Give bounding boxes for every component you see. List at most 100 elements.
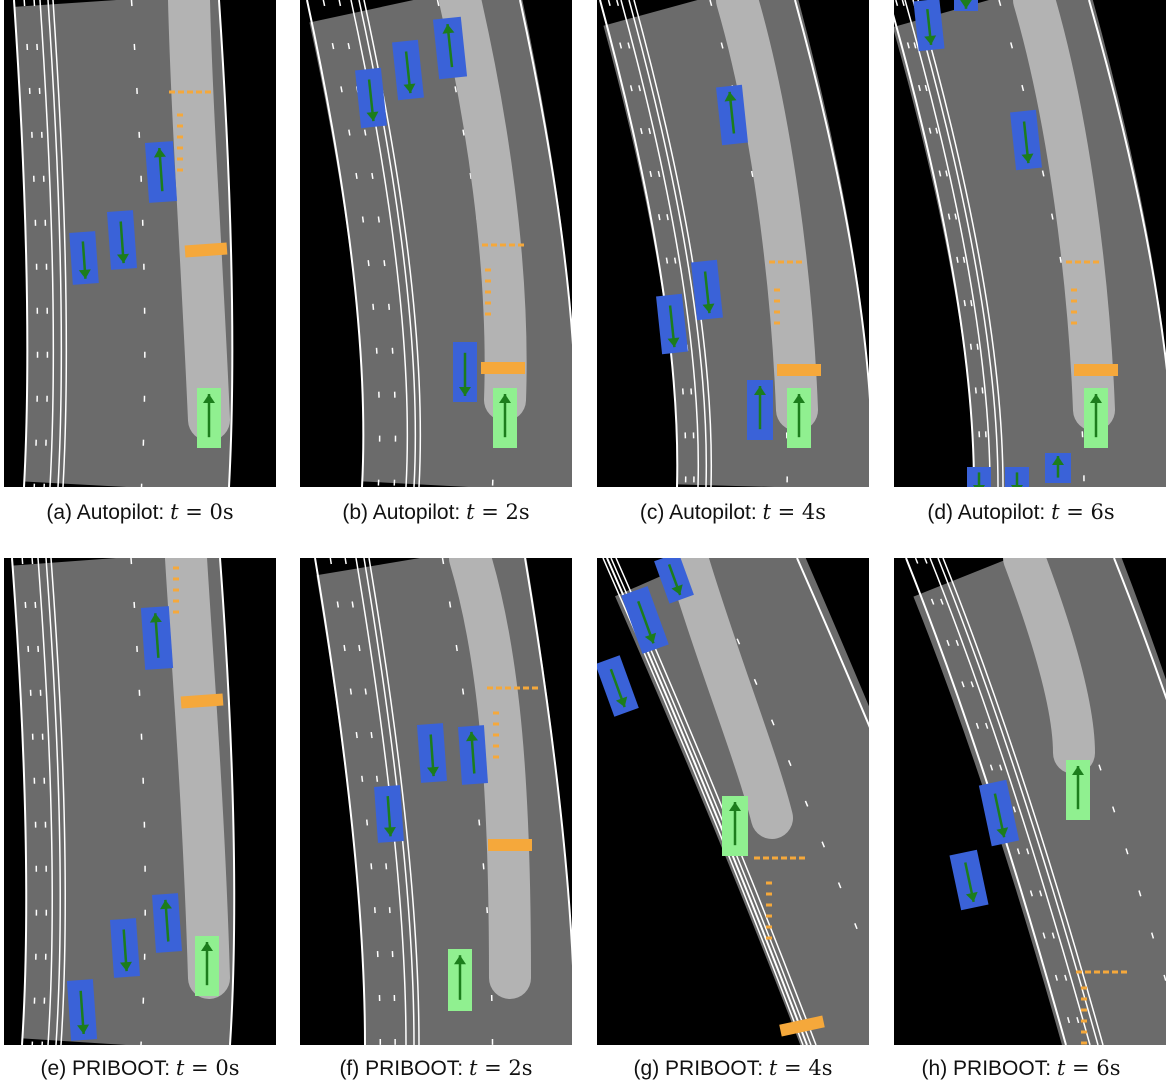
heading-arrow-head [466, 731, 478, 742]
time-symbol: t [175, 1056, 185, 1080]
caption-time: 6 [1090, 500, 1104, 524]
caption-unit: s [518, 500, 530, 524]
caption-unit: s [222, 500, 234, 524]
heading-arrow-head [729, 802, 741, 811]
stop-dash [485, 268, 491, 272]
stop-line-dashes [1076, 970, 1127, 1045]
route-path [168, 0, 230, 441]
ego-vehicle [1084, 388, 1108, 448]
stop-dash [766, 936, 772, 940]
stop-dash [772, 856, 778, 860]
heading-arrow [454, 955, 466, 1000]
heading-arrow-head [1011, 485, 1023, 487]
vehicle [621, 586, 669, 654]
stop-dash [532, 686, 538, 690]
heading-arrow [964, 862, 978, 903]
vehicle [140, 606, 174, 670]
stop-dash [778, 260, 784, 264]
heading-arrow-head [454, 955, 466, 965]
road-surface [14, 0, 233, 487]
vehicle [978, 779, 1020, 847]
caption-time: 4 [808, 1056, 822, 1080]
vehicle [374, 785, 404, 843]
ego-vehicle [493, 388, 517, 448]
time-symbol: t [768, 1056, 778, 1080]
heading-arrow [973, 472, 985, 487]
heading-arrow [1011, 472, 1023, 487]
heading-arrow [383, 796, 396, 837]
stop-line-dashes [754, 856, 805, 940]
road-edge-right [218, 0, 234, 487]
stop-dash [1071, 321, 1077, 325]
stop-dash [766, 881, 772, 885]
caption-unit: s [821, 1056, 833, 1080]
stop-dash [187, 90, 193, 94]
caption-method: PRIBOOT: [365, 1057, 464, 1080]
stop-dash [774, 310, 780, 314]
lane-dash-line [901, 0, 989, 487]
heading-arrow-head [442, 24, 455, 34]
stop-dash [485, 279, 491, 283]
road-surface [309, 0, 572, 487]
caption-time: 0 [209, 500, 223, 524]
scene-a [4, 0, 276, 487]
scene-d [894, 0, 1166, 487]
road-edge-right [519, 0, 572, 346]
stop-dash [196, 90, 202, 94]
heading-arrow-head [117, 253, 129, 264]
median-line [620, 0, 700, 487]
stop-dash [205, 90, 211, 94]
stop-line-dashes [173, 566, 179, 614]
vehicle [417, 723, 447, 783]
stop-dash [781, 856, 787, 860]
caption-method: Autopilot: [669, 501, 757, 524]
vehicle [107, 210, 137, 270]
vehicle [392, 39, 424, 101]
road-edge-left [314, 558, 366, 1045]
stop-dash [514, 686, 520, 690]
stop-dash [177, 146, 183, 150]
heading-arrow-head [1021, 153, 1034, 164]
stop-dash [1081, 1030, 1087, 1034]
heading-arrow [466, 731, 478, 774]
stop-bar [180, 693, 224, 709]
stop-dash [1071, 299, 1077, 303]
median-line [628, 0, 708, 487]
caption-time: 4 [801, 500, 816, 524]
road-edge-right [524, 558, 572, 967]
stop-dash [177, 113, 183, 117]
stop-dash [493, 755, 499, 759]
vehicle [69, 231, 99, 285]
vehicle [954, 0, 978, 11]
caption-tag: (h) [921, 1057, 948, 1080]
caption-h: (h) PRIBOOT: t = 6s [921, 1056, 1121, 1080]
road-edge-left [306, 0, 365, 487]
caption-tag: (e) [40, 1057, 67, 1080]
heading-arrow-head [1052, 456, 1064, 465]
heading-arrow-head [383, 826, 396, 837]
scene-panel-b [300, 0, 572, 487]
stop-bar [779, 1015, 825, 1037]
heading-arrow [609, 668, 628, 708]
heading-arrow-head [924, 35, 937, 45]
heading-arrow [442, 24, 455, 68]
stop-dash [1076, 970, 1082, 974]
road-edge-right [796, 558, 869, 728]
median-line [942, 558, 1104, 1045]
time-symbol: t [170, 500, 179, 524]
stop-dash [485, 312, 491, 316]
road-edge-right [794, 0, 869, 400]
caption-time: 2 [505, 500, 519, 524]
heading-arrow-head [996, 827, 1009, 838]
median-line [52, 0, 68, 487]
vehicle [1005, 467, 1029, 487]
stop-dash [493, 722, 499, 726]
stop-dash [487, 686, 493, 690]
heading-arrow [77, 990, 90, 1035]
route-path [439, 0, 527, 421]
route-path [1013, 0, 1115, 431]
scene-b [300, 0, 572, 487]
heading-arrow-head [153, 148, 166, 158]
stop-dash [485, 290, 491, 294]
stop-bar [488, 839, 532, 851]
